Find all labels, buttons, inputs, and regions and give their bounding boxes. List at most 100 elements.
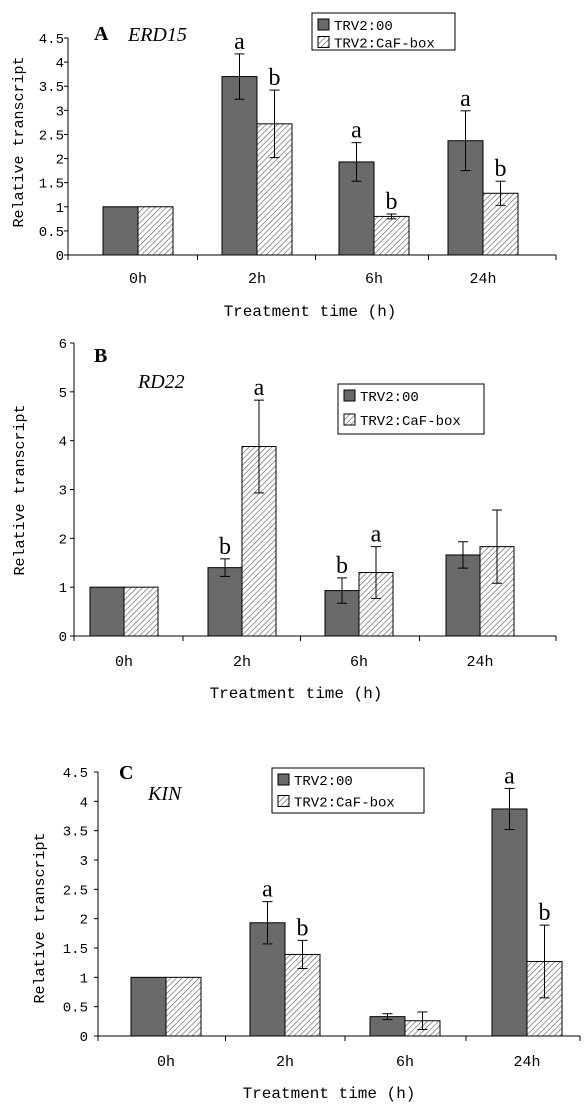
y-tick-label: 3.5 — [39, 80, 64, 96]
bar — [130, 976, 167, 1037]
legend-swatch — [317, 18, 330, 31]
y-tick-label: 2 — [59, 532, 67, 548]
x-tick-label: 2h — [276, 1054, 294, 1071]
bar — [165, 976, 202, 1037]
legend-swatch — [343, 413, 356, 426]
panel-a-xlabel: Treatment time (h) — [224, 303, 397, 321]
bar — [221, 76, 258, 256]
panel-c-xlabel: Treatment time (h) — [243, 1085, 416, 1103]
plot-area: 00.511.522.533.544.50h 2hab6hab24habTRV2:… — [39, 12, 581, 1071]
y-tick-label: 4.5 — [39, 32, 64, 48]
bar — [89, 586, 125, 637]
significance-label: a — [504, 763, 515, 789]
y-tick-label: 0.5 — [63, 1001, 88, 1017]
legend-label: TRV2:CaF-box — [294, 796, 395, 812]
panel-a: A ERD15 Treatment time (h) Relative tran… — [11, 23, 396, 321]
significance-label: a — [234, 29, 245, 55]
y-tick-label: 2 — [56, 153, 64, 169]
bar — [373, 215, 410, 256]
legend-label: TRV2:CaF-box — [360, 414, 461, 430]
y-tick-label: 0 — [56, 249, 64, 265]
legend-label: TRV2:CaF-box — [334, 37, 435, 53]
panel-c-gene: KIN — [147, 783, 183, 805]
x-tick-label: 24h — [469, 271, 496, 288]
y-tick-label: 2.5 — [63, 883, 88, 899]
x-tick-label: 6h — [350, 654, 368, 671]
x-tick-label: 2h — [233, 654, 251, 671]
panel-a-ylabel: Relative transcript — [11, 56, 28, 227]
panel-b-ylabel: Relative transcript — [12, 404, 29, 575]
legend-box — [311, 12, 456, 51]
legend-swatch — [277, 773, 290, 786]
y-tick-label: 6 — [59, 337, 67, 353]
panel-c: C KIN Treatment time (h) Relative transc… — [32, 762, 415, 1103]
y-tick-label: 2 — [80, 913, 88, 929]
y-tick-label: 1 — [56, 201, 64, 217]
y-tick-label: 3.5 — [63, 825, 88, 841]
legend-label: TRV2:00 — [360, 390, 419, 406]
panel-c-letter: C — [119, 762, 133, 784]
significance-label: b — [297, 915, 309, 941]
significance-label: a — [371, 522, 382, 548]
bar — [207, 567, 243, 637]
legend-swatch — [317, 36, 330, 48]
legend-label: TRV2:00 — [294, 774, 353, 790]
significance-label: a — [460, 86, 471, 112]
x-tick-label: 24h — [513, 1054, 540, 1071]
panel-b: B RD22 Treatment time (h) Relative trans… — [12, 345, 382, 703]
significance-label: a — [262, 877, 273, 903]
significance-label: b — [386, 189, 398, 215]
panel-b-gene: RD22 — [137, 371, 185, 393]
y-tick-label: 4 — [56, 56, 64, 72]
significance-label: b — [495, 156, 507, 182]
significance-label: b — [336, 553, 348, 579]
y-tick-label: 4.5 — [63, 766, 88, 782]
y-tick-label: 1 — [59, 581, 67, 597]
x-tick-label: 6h — [365, 271, 383, 288]
panel-b-xlabel: Treatment time (h) — [210, 685, 383, 703]
y-tick-label: 0.5 — [39, 225, 64, 241]
y-tick-label: 3 — [80, 854, 88, 870]
panel-c-ylabel: Relative transcript — [32, 832, 49, 1003]
panel-b-letter: B — [94, 345, 107, 367]
x-tick-label: 2h — [248, 271, 266, 288]
chart-a: 00.511.522.533.544.50h 2hab6hab24habTRV2:… — [39, 12, 557, 288]
significance-label: b — [219, 534, 231, 560]
significance-label: a — [254, 375, 265, 401]
y-tick-label: 3 — [59, 484, 67, 500]
panel-a-gene: ERD15 — [127, 24, 187, 46]
y-tick-label: 0 — [59, 630, 67, 646]
y-tick-label: 5 — [59, 386, 67, 402]
y-tick-label: 1.5 — [39, 177, 64, 193]
panel-a-letter: A — [94, 23, 109, 45]
significance-label: a — [351, 118, 362, 144]
y-tick-label: 4 — [59, 435, 67, 451]
x-tick-label: 0h — [115, 654, 133, 671]
legend: TRV2:00 TRV2:CaF-box — [271, 767, 425, 814]
legend: TRV2:00 TRV2:CaF-box — [337, 383, 485, 435]
significance-label: b — [539, 900, 551, 926]
x-tick-label: 0h — [157, 1054, 175, 1071]
legend-label: TRV2:00 — [334, 19, 393, 35]
legend-swatch — [343, 389, 356, 402]
y-tick-label: 2.5 — [39, 128, 64, 144]
y-tick-label: 1 — [80, 971, 88, 987]
legend-box — [337, 383, 485, 435]
bar — [102, 206, 139, 256]
legend: TRV2:00 TRV2:CaF-box — [311, 12, 456, 53]
significance-label: b — [269, 65, 281, 91]
y-tick-label: 1.5 — [63, 942, 88, 958]
legend-box — [271, 767, 425, 814]
x-tick-label: 0h — [129, 271, 147, 288]
bar — [123, 586, 159, 637]
y-tick-label: 3 — [56, 104, 64, 120]
y-tick-label: 4 — [80, 795, 88, 811]
y-tick-label: 0 — [80, 1030, 88, 1046]
legend-swatch — [277, 795, 290, 807]
x-tick-label: 6h — [396, 1054, 414, 1071]
bar — [137, 206, 174, 256]
x-tick-label: 24h — [466, 654, 493, 671]
